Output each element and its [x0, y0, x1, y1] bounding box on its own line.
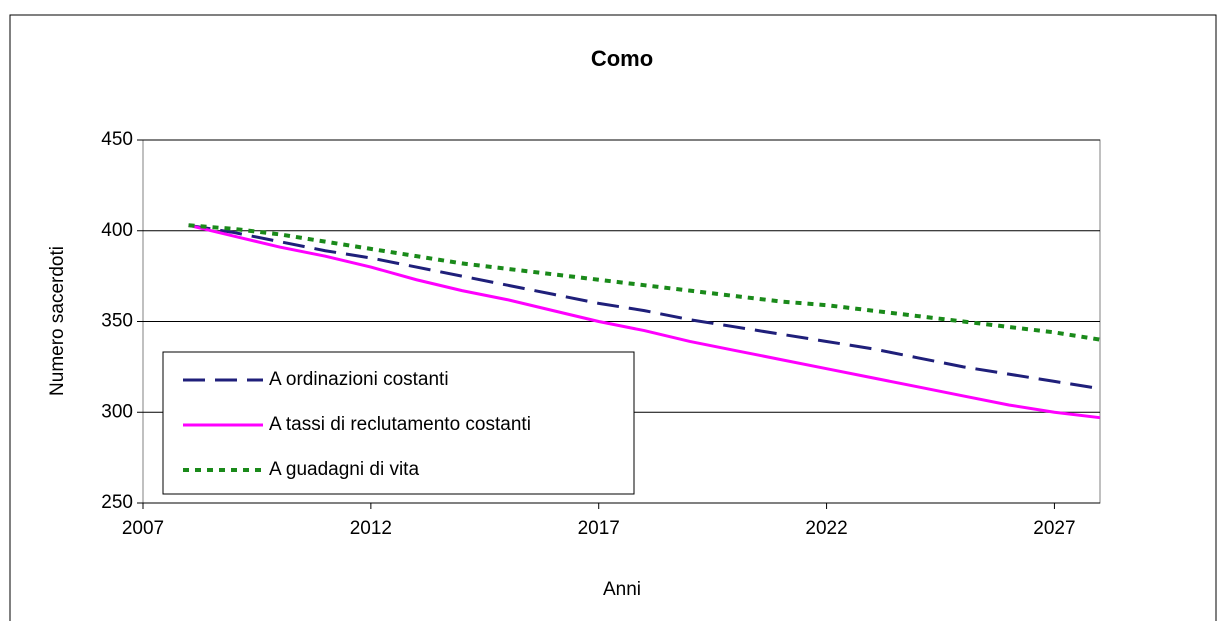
y-axis-label: Numero sacerdoti	[47, 246, 68, 396]
legend	[162, 351, 635, 495]
legend-label: A ordinazioni costanti	[269, 369, 449, 390]
series-line	[188, 223, 1101, 391]
x-tick-label: 2022	[805, 518, 847, 539]
x-tick-label: 2017	[578, 518, 620, 539]
x-tick-label: 2007	[122, 518, 164, 539]
series-line	[188, 223, 1101, 342]
legend-label: A tassi di reclutamento costanti	[269, 414, 531, 435]
legend-label: A guadagni di vita	[269, 459, 419, 480]
x-tick-label: 2027	[1033, 518, 1075, 539]
y-tick-label: 400	[101, 220, 133, 241]
y-tick-label: 250	[101, 492, 133, 513]
x-axis-label: Anni	[603, 579, 641, 600]
series-line	[188, 223, 1101, 420]
x-tick-label: 2012	[350, 518, 392, 539]
chart-title: Como	[591, 46, 653, 71]
y-tick-label: 300	[101, 401, 133, 422]
chart-frame	[9, 14, 1217, 626]
y-tick-label: 350	[101, 311, 133, 332]
y-tick-label: 450	[101, 129, 133, 150]
